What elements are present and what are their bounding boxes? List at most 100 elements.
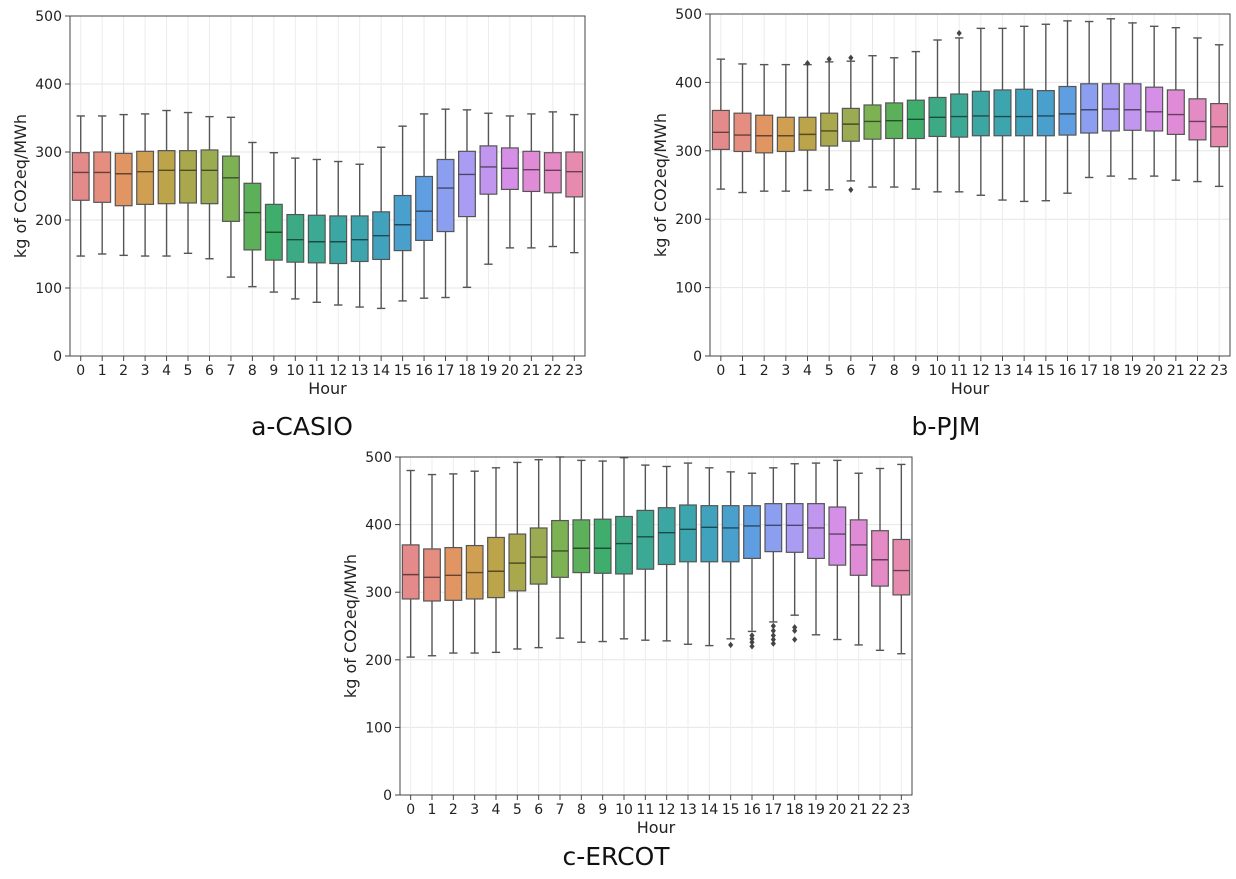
x-tick-label: 14: [372, 363, 390, 379]
box-hour-22: [1188, 37, 1207, 183]
y-tick-label: 400: [675, 75, 702, 91]
x-tick-label: 10: [615, 802, 633, 818]
box-hour-4: [157, 109, 176, 257]
x-tick-label: 15: [722, 802, 740, 818]
x-axis: 0 1 2 3 4 5 6 7 8 9 10 11 12 13 14 15 16 17 18 19 20 21 22 23: [716, 356, 1228, 379]
x-tick-label: 4: [803, 363, 812, 379]
box-iqr: [307, 214, 326, 264]
box-hour-16: [415, 113, 434, 299]
box-iqr: [657, 507, 676, 566]
outlier-point: [749, 635, 755, 643]
boxes: [711, 18, 1229, 203]
box-iqr: [329, 215, 348, 265]
x-tick-label: 11: [636, 802, 654, 818]
box-hour-11: [307, 158, 326, 303]
box-iqr: [820, 112, 839, 147]
box-hour-6: [529, 459, 548, 649]
box-iqr: [350, 215, 369, 263]
box-hour-4: [798, 60, 817, 192]
box-hour-9: [593, 460, 612, 643]
box-iqr: [1015, 88, 1034, 137]
x-tick-label: 5: [184, 363, 193, 379]
box-iqr: [136, 150, 155, 205]
x-tick-label: 22: [1189, 363, 1207, 379]
box-hour-18: [458, 109, 476, 289]
boxes: [71, 108, 584, 310]
box-iqr: [458, 150, 476, 218]
box-iqr: [200, 149, 219, 205]
box-hour-7: [551, 456, 569, 639]
box-iqr: [487, 536, 505, 599]
x-tick-label: 21: [850, 802, 868, 818]
outlier-point: [848, 54, 854, 61]
outlier-point: [792, 624, 798, 631]
box-iqr: [828, 506, 847, 566]
x-axis-title: Hour: [951, 379, 990, 398]
box-iqr: [993, 89, 1012, 137]
x-tick-label: 22: [544, 363, 562, 379]
x-tick-label: 12: [329, 363, 347, 379]
x-tick-label: 1: [738, 363, 747, 379]
x-tick-label: 13: [994, 363, 1012, 379]
x-tick-label: 22: [871, 802, 889, 818]
box-iqr: [243, 182, 262, 251]
box-hour-17: [436, 108, 455, 299]
y-tick-label: 500: [35, 9, 62, 25]
x-axis: 0 1 2 3 4 5 6 7 8 9 10 11 12 13 14 15 16 17 18 19 20 21 22 23: [406, 795, 910, 818]
box-hour-2: [444, 473, 463, 654]
box-hour-12: [657, 465, 676, 642]
x-tick-label: 0: [716, 363, 725, 379]
caption-pjm: b-PJM: [911, 412, 981, 441]
box-hour-15: [393, 125, 412, 302]
box-iqr: [711, 109, 730, 151]
box-iqr: [950, 93, 969, 138]
y-tick-label: 200: [365, 653, 392, 669]
y-tick-label: 0: [383, 788, 392, 804]
box-hour-3: [136, 113, 155, 257]
box-hour-10: [928, 39, 947, 193]
y-axis-title: kg of CO2eq/MWh: [341, 554, 360, 698]
y-tick-label: 100: [365, 720, 392, 736]
box-hour-23: [892, 463, 911, 655]
x-tick-label: 16: [415, 363, 433, 379]
box-hour-3: [465, 470, 484, 654]
box-hour-7: [863, 55, 882, 188]
y-tick-label: 300: [365, 585, 392, 601]
x-tick-label: 4: [492, 802, 501, 818]
outlier-point: [728, 641, 734, 649]
x-tick-label: 9: [598, 802, 607, 818]
box-iqr: [615, 515, 633, 575]
box-iqr: [444, 546, 463, 601]
x-axis: 0 1 2 3 4 5 6 7 8 9 10 11 12 13 14 15 16 17 18 19 20 21 22 23: [76, 356, 583, 379]
y-tick-label: 0: [693, 349, 702, 365]
x-tick-label: 12: [658, 802, 676, 818]
box-iqr: [1166, 89, 1185, 135]
x-tick-label: 17: [1080, 363, 1098, 379]
plot-frame: [69, 15, 586, 357]
box-iqr: [93, 151, 112, 203]
x-tick-label: 7: [226, 363, 235, 379]
x-tick-label: 1: [98, 363, 107, 379]
box-hour-17: [1080, 20, 1099, 179]
chart-panel-casio: 0 100 200 300 400 500 0 1 2 3 4 5 6 7 8 9 10 11 12 13 14 15 16…: [0, 0, 600, 410]
box-hour-7: [221, 116, 240, 278]
x-tick-label: 4: [162, 363, 171, 379]
box-iqr: [436, 158, 455, 233]
x-tick-label: 5: [513, 802, 522, 818]
outlier-point: [749, 639, 755, 646]
y-tick-label: 100: [35, 281, 62, 297]
box-hour-15: [1036, 23, 1055, 202]
box-iqr: [755, 114, 774, 154]
box-iqr: [157, 150, 176, 205]
outlier-point: [804, 60, 811, 67]
x-tick-label: 14: [700, 802, 718, 818]
x-tick-label: 15: [394, 363, 412, 379]
box-hour-8: [572, 459, 591, 643]
box-iqr: [892, 538, 911, 596]
box-hour-14: [1015, 25, 1034, 203]
box-hour-22: [543, 111, 562, 248]
x-tick-label: 0: [406, 802, 415, 818]
box-hour-9: [906, 50, 925, 190]
